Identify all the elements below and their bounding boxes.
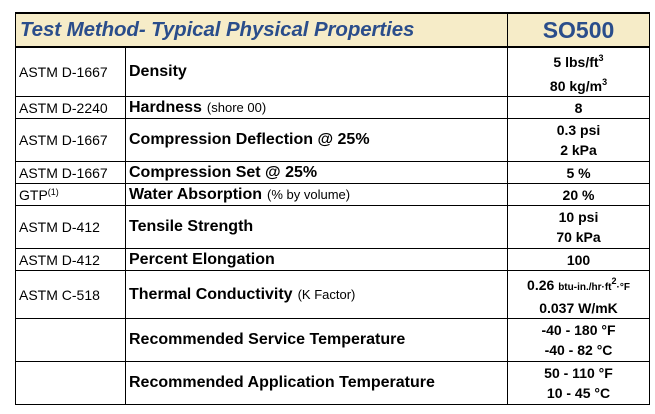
table-row: Recommended Application Temperature 50 -…	[15, 361, 650, 405]
property-name: Recommended Service Temperature	[125, 318, 508, 362]
property-name: Density	[125, 46, 508, 97]
table-row: ASTM C-518 Thermal Conductivity (K Factor…	[15, 270, 650, 319]
property-value: 0.3 psi 2 kPa	[507, 118, 650, 162]
test-method: ASTM D-1667	[15, 46, 126, 97]
property-note: (shore 00)	[206, 99, 267, 115]
property-note: (% by volume)	[267, 186, 351, 202]
property-name: Thermal Conductivity (K Factor)	[125, 270, 508, 319]
test-method: ASTM D-1667	[15, 118, 126, 162]
value-superscript: 3	[598, 53, 604, 63]
value-text: 0.26	[527, 277, 555, 293]
method-label: GTP	[19, 186, 48, 203]
property-label: Thermal Conductivity	[129, 285, 293, 303]
test-method	[15, 361, 126, 405]
table-row: Recommended Service Temperature -40 - 18…	[15, 318, 650, 362]
property-value: -40 - 180 °F -40 - 82 °C	[507, 318, 650, 362]
product-name: SO500	[507, 12, 650, 48]
property-label: Water Absorption	[129, 185, 263, 203]
value-line-1: 50 - 110 °F	[544, 365, 613, 381]
footnote-marker: (1)	[47, 186, 59, 197]
unit-text: btu-in./hr·ft	[558, 282, 612, 293]
property-value: 100	[507, 248, 650, 271]
table-row: ASTM D-2240 Hardness (shore 00) 8	[15, 96, 650, 119]
value-superscript: 3	[602, 77, 608, 87]
property-value: 5 %	[507, 161, 650, 184]
property-value: 10 psi 70 kPa	[507, 205, 650, 249]
property-label: Percent Elongation	[129, 250, 275, 268]
property-name: Compression Deflection @ 25%	[125, 118, 508, 162]
test-method: ASTM C-518	[15, 270, 126, 319]
property-label: Hardness	[129, 98, 202, 116]
test-method: GTP(1)	[15, 183, 126, 206]
property-label: Compression Set @ 25%	[129, 163, 318, 181]
value-unit: btu-in./hr·ft2·°F	[558, 276, 630, 293]
value-line-2: 2 kPa	[560, 142, 597, 158]
test-method: ASTM D-412	[15, 248, 126, 271]
value-line-2: -40 - 82 °C	[544, 342, 613, 358]
value-line-1: 20 %	[562, 186, 595, 203]
value-line-1: 5 lbs/ft3	[508, 48, 649, 72]
table-header-row: Test Method- Typical Physical Properties…	[15, 12, 650, 48]
test-method: ASTM D-1667	[15, 161, 126, 184]
value-text: 5 lbs/ft	[553, 54, 599, 70]
table-row: ASTM D-1667 Compression Deflection @ 25%…	[15, 118, 650, 162]
property-label: Tensile Strength	[129, 218, 254, 235]
value-line-1: 0.3 psi	[556, 122, 601, 138]
unit-superscript: 2	[611, 276, 617, 286]
property-name: Tensile Strength	[125, 205, 508, 249]
table-row: GTP(1) Water Absorption (% by volume) 20 …	[15, 183, 650, 206]
value-line-2: 10 - 45 °C	[546, 385, 611, 401]
property-label: Recommended Application Temperature	[129, 374, 435, 391]
property-label: Compression Deflection @ 25%	[129, 131, 370, 148]
test-method	[15, 318, 126, 362]
value-text: 80 kg/m	[549, 78, 603, 94]
property-name: Compression Set @ 25%	[125, 161, 508, 184]
property-name: Water Absorption (% by volume)	[125, 183, 508, 206]
value-line-1: 8	[574, 99, 583, 116]
property-value: 8	[507, 96, 650, 119]
value-line-1: -40 - 180 °F	[541, 322, 616, 338]
property-name: Recommended Application Temperature	[125, 361, 508, 405]
property-name: Hardness (shore 00)	[125, 96, 508, 119]
properties-table: Test Method- Typical Physical Properties…	[15, 12, 650, 405]
property-value: 5 lbs/ft3 80 kg/m3	[507, 46, 650, 97]
value-line-2: 70 kPa	[556, 229, 601, 245]
property-note: (K Factor)	[297, 286, 356, 302]
value-line-1: 0.26 btu-in./hr·ft2·°F	[508, 271, 649, 298]
property-value: 20 %	[507, 183, 650, 206]
property-label: Density	[129, 63, 187, 80]
value-line-2: 0.037 W/mK	[539, 300, 618, 316]
table-row: ASTM D-1667 Density 5 lbs/ft3 80 kg/m3	[15, 46, 650, 97]
table-title: Test Method- Typical Physical Properties	[15, 12, 508, 48]
table-row: ASTM D-412 Percent Elongation 100	[15, 248, 650, 271]
property-name: Percent Elongation	[125, 248, 508, 271]
property-value: 50 - 110 °F 10 - 45 °C	[507, 361, 650, 405]
value-line-1: 100	[566, 251, 591, 268]
property-label: Recommended Service Temperature	[129, 331, 406, 348]
unit-text-end: ·°F	[616, 282, 630, 293]
table-row: ASTM D-412 Tensile Strength 10 psi 70 kP…	[15, 205, 650, 249]
value-line-2: 80 kg/m3	[508, 72, 649, 96]
value-line-1: 10 psi	[558, 209, 599, 225]
table-row: ASTM D-1667 Compression Set @ 25% 5 %	[15, 161, 650, 184]
test-method: ASTM D-2240	[15, 96, 126, 119]
property-value: 0.26 btu-in./hr·ft2·°F 0.037 W/mK	[507, 270, 650, 319]
value-line-1: 5 %	[566, 164, 591, 181]
test-method: ASTM D-412	[15, 205, 126, 249]
